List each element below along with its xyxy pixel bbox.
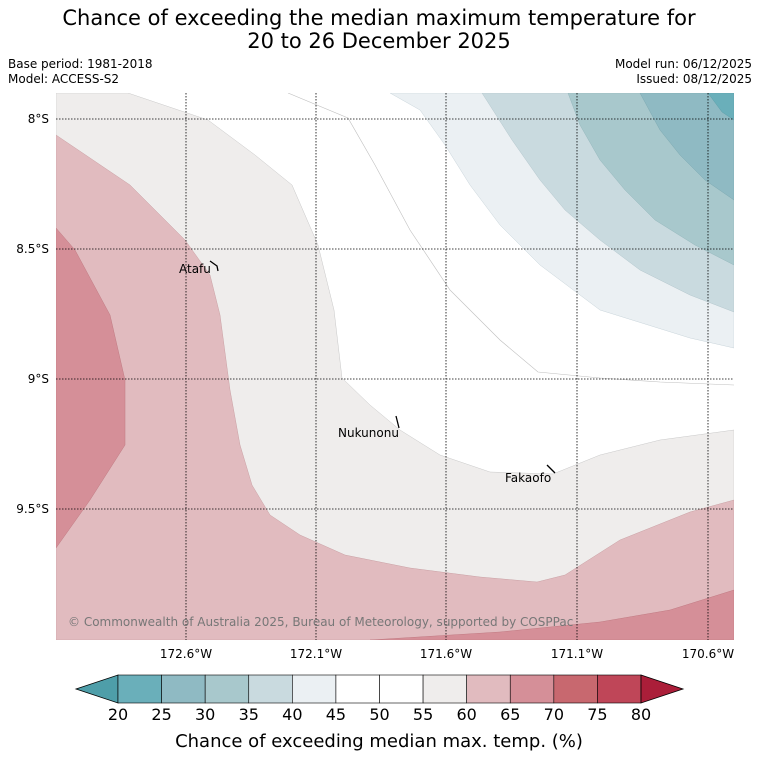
lon-label-170-6w: 170.6°W — [682, 647, 734, 661]
colorbar-cell-40-45 — [292, 674, 337, 704]
contour-map: Atafu Nukunonu Fakaofo © Commonwealth of… — [56, 93, 734, 640]
colorbar-cell-60-65 — [466, 674, 511, 704]
contour-line-50a — [287, 93, 734, 386]
colorbar-cell-35-40 — [248, 674, 293, 704]
colorbar-tick-25: 25 — [151, 705, 171, 724]
lon-label-172-1w: 172.1°W — [290, 647, 342, 661]
colorbar-tick-55: 55 — [413, 705, 433, 724]
colorbar-tick-50: 50 — [369, 705, 389, 724]
map-title-line-2: 20 to 26 December 2025 — [247, 29, 511, 53]
colorbar-cell-70-75 — [553, 674, 598, 704]
lon-label-171-6w: 171.6°W — [420, 647, 472, 661]
map-title-line-1: Chance of exceeding the median maximum t… — [62, 6, 696, 30]
base-period-text: Base period: 1981-2018 — [8, 57, 153, 71]
colorbar-cells — [117, 674, 642, 704]
colorbar: 20 25 30 35 40 45 50 55 60 65 70 75 80 Chance of exc… — [74, 674, 685, 752]
lon-label-172-6w: 172.6°W — [160, 647, 212, 661]
band-25-30 — [639, 93, 734, 201]
band-60-65 — [56, 134, 734, 640]
place-label-nukunonu: Nukunonu — [338, 426, 399, 440]
colorbar-tick-80: 80 — [631, 705, 651, 724]
band-65-70-left — [56, 227, 126, 549]
colorbar-cell-75-80 — [597, 674, 642, 704]
colorbar-tick-70: 70 — [544, 705, 564, 724]
colorbar-ticks: 20 25 30 35 40 45 50 55 60 65 70 75 80 — [108, 705, 651, 724]
band-20-25 — [707, 93, 734, 121]
band-65-70-bottom — [369, 589, 734, 640]
colorbar-tick-40: 40 — [282, 705, 302, 724]
longitude-labels: 172.6°W 172.1°W 171.6°W 171.1°W 170.6°W — [160, 647, 734, 661]
meta-right: Model run: 06/12/2025 Issued: 08/12/2025 — [615, 57, 752, 87]
model-text: Model: ACCESS-S2 — [8, 72, 120, 86]
lat-label-8s: 8°S — [28, 112, 49, 126]
lon-label-171-1w: 171.1°W — [551, 647, 603, 661]
graticule — [56, 93, 734, 640]
colorbar-cell-55-60 — [422, 674, 467, 704]
issued-text: Issued: 08/12/2025 — [636, 72, 752, 86]
colorbar-tick-65: 65 — [500, 705, 520, 724]
colorbar-tick-35: 35 — [239, 705, 259, 724]
atafu-atoll — [209, 260, 219, 272]
meta-left: Base period: 1981-2018 Model: ACCESS-S2 — [8, 57, 153, 87]
colorbar-tick-60: 60 — [456, 705, 476, 724]
colorbar-tick-75: 75 — [587, 705, 607, 724]
colorbar-extend-high — [640, 674, 685, 704]
colorbar-cell-30-35 — [204, 674, 250, 704]
colorbar-tick-45: 45 — [326, 705, 346, 724]
lat-label-9-5s: 9.5°S — [16, 502, 49, 516]
latitude-labels: 8°S 8.5°S 9°S 9.5°S — [16, 112, 49, 516]
place-label-atafu: Atafu — [179, 262, 211, 276]
colorbar-cell-25-30 — [161, 674, 206, 704]
colorbar-tick-20: 20 — [108, 705, 128, 724]
lat-label-8-5s: 8.5°S — [16, 242, 49, 256]
colorbar-cell-20-25 — [117, 674, 162, 704]
fakaofo-atoll — [546, 464, 556, 474]
lat-label-9s: 9°S — [28, 372, 49, 386]
colorbar-cell-65-70 — [509, 674, 555, 704]
nukunonu-atoll — [395, 415, 400, 429]
colorbar-cell-50-55 — [379, 674, 424, 704]
colorbar-label: Chance of exceeding median max. temp. (%… — [175, 731, 583, 752]
colorbar-extend-low — [74, 674, 119, 704]
colorbar-tick-30: 30 — [195, 705, 215, 724]
place-label-fakaofo: Fakaofo — [505, 471, 551, 485]
model-run-text: Model run: 06/12/2025 — [614, 57, 752, 71]
colorbar-cell-45-50 — [335, 674, 380, 704]
copyright-text: © Commonwealth of Australia 2025, Bureau… — [68, 615, 573, 629]
